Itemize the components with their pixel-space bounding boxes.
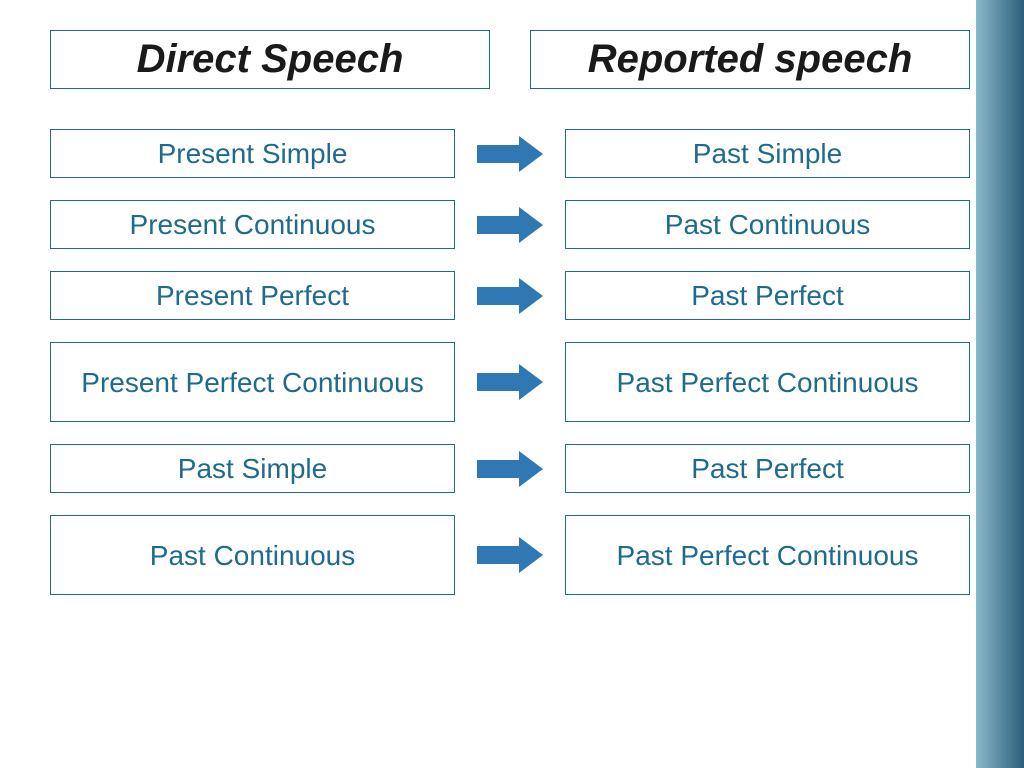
reported-tense-box: Past Perfect Continuous [565, 342, 970, 422]
reported-tense-box: Past Perfect [565, 271, 970, 320]
header-direct-speech: Direct Speech [50, 30, 490, 89]
arrow-icon [473, 207, 547, 243]
tense-row: Present Perfect Past Perfect [50, 271, 970, 320]
direct-tense-box: Past Simple [50, 444, 455, 493]
tense-row: Present Simple Past Simple [50, 129, 970, 178]
arrow-icon [473, 451, 547, 487]
reported-tense-box: Past Perfect [565, 444, 970, 493]
side-gradient [976, 0, 1024, 768]
header-row: Direct Speech Reported speech [50, 30, 970, 89]
header-reported-speech: Reported speech [530, 30, 970, 89]
tense-row: Present Continuous Past Continuous [50, 200, 970, 249]
arrow-icon [473, 278, 547, 314]
direct-tense-box: Present Perfect [50, 271, 455, 320]
reported-tense-box: Past Simple [565, 129, 970, 178]
diagram-content: Direct Speech Reported speech Present Si… [50, 30, 970, 595]
tense-row: Past Continuous Past Perfect Continuous [50, 515, 970, 595]
direct-tense-box: Present Continuous [50, 200, 455, 249]
reported-tense-box: Past Perfect Continuous [565, 515, 970, 595]
tense-row: Past Simple Past Perfect [50, 444, 970, 493]
reported-tense-box: Past Continuous [565, 200, 970, 249]
arrow-icon [473, 364, 547, 400]
tense-row: Present Perfect Continuous Past Perfect … [50, 342, 970, 422]
direct-tense-box: Present Simple [50, 129, 455, 178]
direct-tense-box: Past Continuous [50, 515, 455, 595]
direct-tense-box: Present Perfect Continuous [50, 342, 455, 422]
arrow-icon [473, 537, 547, 573]
tense-rows: Present Simple Past Simple Present Conti… [50, 129, 970, 595]
arrow-icon [473, 136, 547, 172]
